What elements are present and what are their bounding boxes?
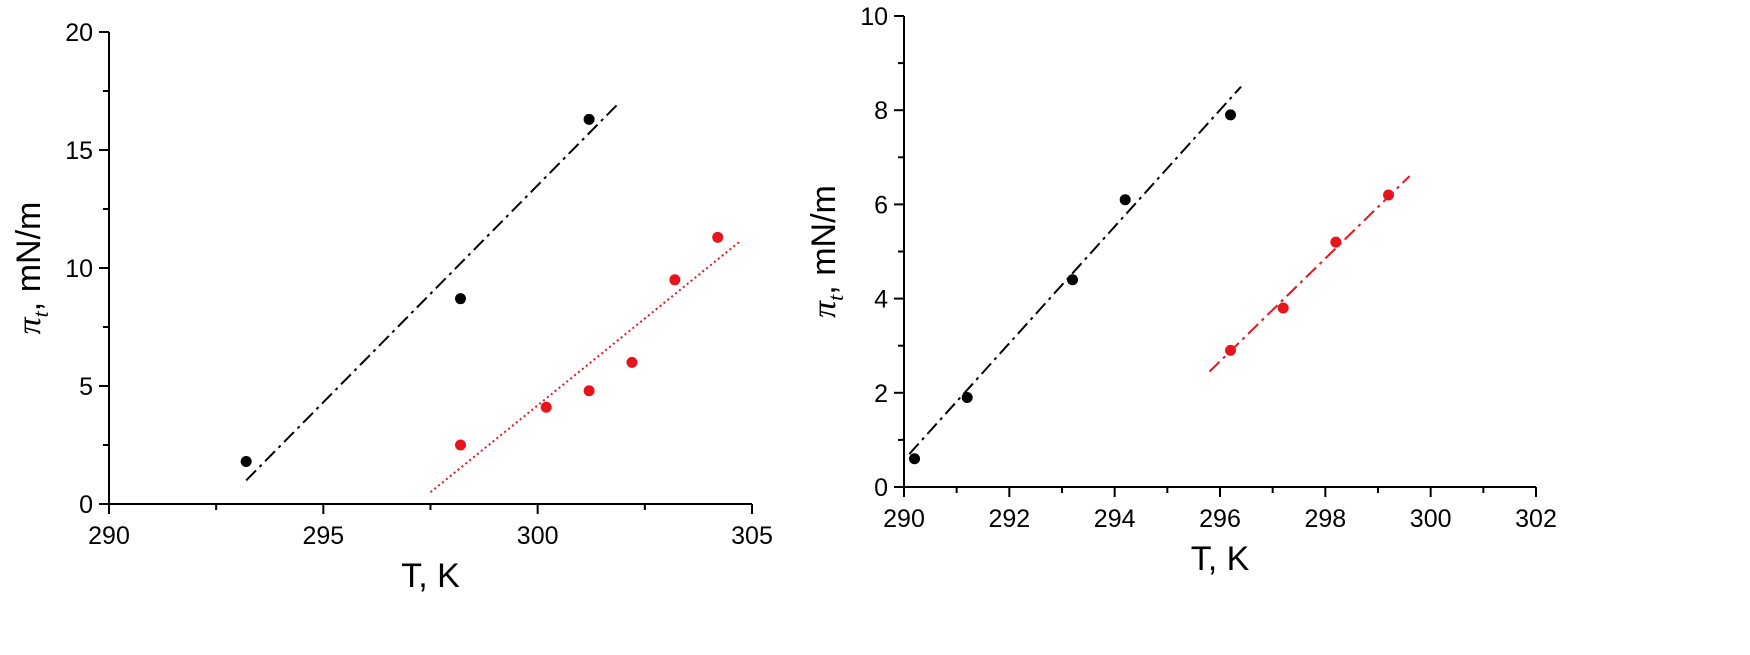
data-point-series-1 (1277, 302, 1289, 314)
y-tick-label: 6 (874, 191, 888, 219)
data-point-series-0 (583, 113, 595, 125)
y-tick-label: 20 (65, 19, 93, 47)
data-point-series-0 (1225, 109, 1237, 121)
data-point-series-1 (626, 356, 638, 368)
y-tick-label: 10 (860, 3, 888, 31)
fit-line-series-1 (1208, 175, 1411, 373)
y-axis-symbol: π (806, 300, 843, 318)
data-point-series-1 (455, 439, 467, 451)
fit-line-series-0 (245, 102, 620, 482)
x-tick-label: 300 (517, 522, 559, 550)
y-axis-unit: , mN/m (10, 202, 48, 312)
y-axis-unit: , mN/m (805, 185, 843, 295)
x-tick-label: 298 (1304, 505, 1346, 533)
fit-line-series-1 (429, 241, 740, 493)
data-point-series-1 (583, 385, 595, 397)
x-tick-label: 302 (1515, 505, 1557, 533)
left-chart: 290 295 300 305 0 5 10 15 20 T, K πt, mN/m (10, 19, 773, 595)
y-tick-label: 5 (79, 373, 93, 401)
data-point-series-0 (909, 453, 921, 465)
y-axis-symbol: π (11, 316, 48, 334)
data-point-series-0 (1067, 274, 1079, 286)
y-tick-label: 2 (874, 380, 888, 408)
y-tick-label: 0 (874, 474, 888, 502)
right-chart: 290 292 294 296 298 300 302 0 2 4 6 8 10 T, K πt, mN/m (805, 3, 1557, 578)
data-point-series-0 (240, 456, 252, 468)
y-tick-label: 10 (65, 255, 93, 283)
data-point-series-1 (1383, 189, 1395, 201)
fit-line-series-0 (908, 85, 1242, 455)
data-point-series-1 (669, 274, 681, 286)
y-tick-label: 4 (874, 286, 888, 314)
y-axis-subscript: t (823, 294, 848, 301)
y-axis-subscript: t (28, 310, 53, 317)
y-tick-label: 0 (79, 491, 93, 519)
y-tick-label: 8 (874, 97, 888, 125)
y-axis-title: πt, mN/m (805, 185, 848, 318)
y-axis-title: πt, mN/m (10, 202, 53, 335)
data-point-series-1 (1330, 236, 1342, 248)
data-point-series-0 (961, 392, 973, 404)
data-point-series-1 (1225, 344, 1237, 356)
data-point-series-0 (455, 293, 467, 305)
x-tick-label: 305 (731, 522, 773, 550)
x-axis-title: T, K (1191, 540, 1250, 578)
data-point-series-0 (1119, 194, 1131, 206)
y-tick-label: 15 (65, 137, 93, 165)
data-point-series-1 (712, 231, 724, 243)
data-point-series-1 (540, 401, 552, 413)
x-tick-label: 296 (1199, 505, 1241, 533)
x-tick-label: 295 (302, 522, 344, 550)
x-axis-title: T, K (401, 557, 460, 595)
x-tick-label: 300 (1410, 505, 1452, 533)
x-tick-label: 292 (988, 505, 1030, 533)
x-tick-label: 290 (88, 522, 130, 550)
x-tick-label: 294 (1094, 505, 1136, 533)
x-tick-label: 290 (883, 505, 925, 533)
